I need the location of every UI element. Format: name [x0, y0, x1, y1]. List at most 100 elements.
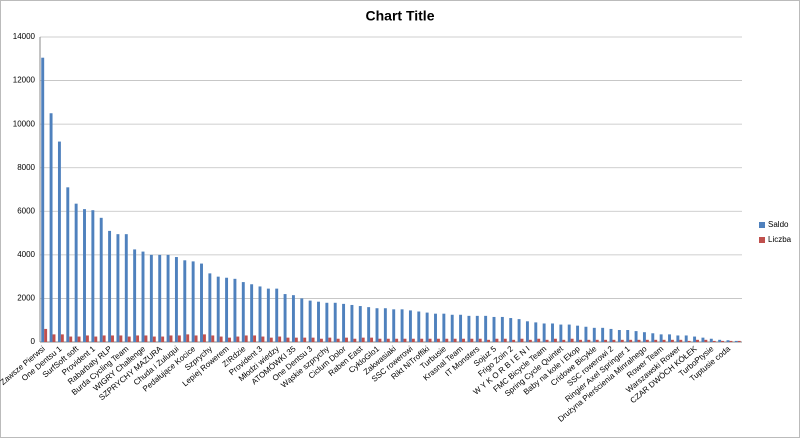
bar	[169, 335, 173, 342]
legend-label: Liczba	[768, 235, 792, 244]
bar	[353, 338, 357, 342]
bar	[111, 335, 114, 342]
bar	[709, 338, 713, 342]
bar	[342, 303, 346, 342]
bar	[333, 302, 337, 342]
bar	[244, 335, 248, 342]
bar	[475, 315, 479, 342]
bar	[386, 338, 390, 342]
bar	[537, 338, 541, 342]
bar	[562, 339, 566, 342]
bar	[545, 339, 549, 342]
bar	[734, 340, 738, 342]
bar	[358, 306, 362, 342]
y-tick-label: 2000	[17, 294, 35, 303]
bar	[587, 339, 591, 342]
bar	[177, 335, 181, 342]
bar	[425, 312, 429, 342]
bar	[684, 335, 688, 342]
bar	[453, 338, 457, 342]
bar	[99, 217, 103, 342]
bar	[712, 340, 716, 342]
bar	[534, 322, 538, 342]
bar	[202, 334, 206, 342]
bar	[94, 336, 98, 342]
bar	[604, 339, 608, 342]
bar	[559, 324, 563, 342]
bar	[74, 203, 78, 342]
bar	[228, 337, 231, 342]
bar	[253, 335, 257, 342]
bar	[233, 278, 237, 342]
bar	[275, 288, 279, 342]
bar	[85, 335, 89, 342]
y-tick-label: 12000	[13, 76, 36, 85]
y-tick-label: 0	[31, 337, 36, 346]
bar	[467, 315, 471, 342]
bar	[726, 340, 730, 342]
bar	[478, 338, 482, 342]
bar	[459, 314, 463, 342]
bar	[319, 338, 323, 342]
bar	[420, 338, 424, 342]
bar	[528, 339, 532, 342]
bar	[570, 338, 574, 342]
bar	[216, 276, 220, 342]
bar	[634, 331, 638, 342]
bar	[462, 338, 465, 342]
bar	[66, 187, 70, 342]
bar	[136, 335, 140, 342]
bar	[392, 309, 396, 342]
bar	[553, 338, 557, 342]
bar	[629, 339, 633, 342]
bar	[500, 316, 504, 342]
bar	[161, 336, 165, 342]
bar	[595, 339, 599, 342]
legend-label: Saldo	[768, 220, 789, 229]
bar	[345, 337, 348, 342]
bar	[645, 339, 649, 342]
bar	[601, 327, 605, 342]
bar	[704, 339, 708, 342]
bar	[194, 335, 198, 342]
bar	[654, 339, 658, 342]
bar	[291, 295, 295, 342]
bar	[417, 311, 421, 342]
bar	[250, 284, 254, 342]
bar	[102, 335, 106, 342]
bar	[144, 335, 148, 342]
bar	[77, 336, 81, 342]
bar	[367, 307, 371, 342]
bar	[676, 335, 680, 342]
bar	[503, 338, 507, 342]
bar	[679, 339, 683, 342]
bar	[152, 336, 156, 342]
bar	[127, 336, 131, 342]
bar	[525, 321, 529, 342]
bar	[737, 340, 741, 342]
bar	[495, 338, 499, 342]
bar	[693, 336, 697, 342]
bar	[542, 323, 546, 342]
bar	[492, 316, 496, 342]
bar	[696, 339, 699, 342]
bar	[637, 339, 641, 342]
bar	[294, 337, 298, 342]
bar	[579, 339, 582, 342]
bar	[512, 339, 516, 342]
bar	[642, 332, 646, 342]
bar	[269, 337, 273, 342]
bar	[651, 333, 655, 342]
bar	[108, 230, 112, 342]
bar	[83, 209, 86, 342]
bar	[286, 337, 290, 342]
y-tick-label: 4000	[17, 250, 35, 259]
bar	[592, 327, 596, 342]
bar	[551, 323, 554, 342]
bar	[487, 339, 491, 342]
bar	[584, 326, 588, 342]
bar	[225, 277, 229, 342]
bar	[183, 260, 187, 342]
bar	[158, 254, 162, 342]
bar	[124, 234, 128, 342]
